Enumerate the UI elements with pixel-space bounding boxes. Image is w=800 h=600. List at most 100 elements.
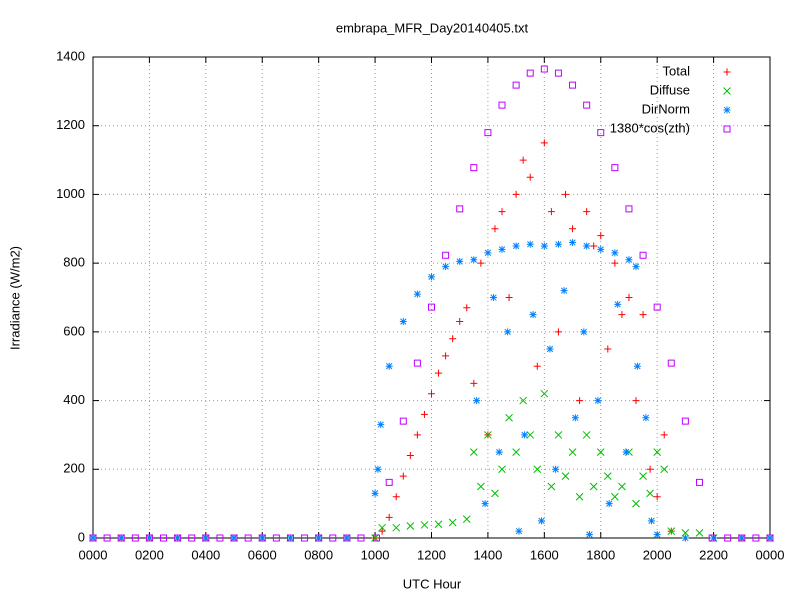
point bbox=[540, 242, 548, 250]
point bbox=[103, 534, 111, 542]
point bbox=[117, 534, 125, 542]
x-tick-label: 1400 bbox=[473, 547, 502, 562]
point bbox=[378, 523, 386, 532]
point bbox=[738, 534, 746, 542]
point bbox=[512, 242, 520, 250]
point bbox=[372, 534, 380, 542]
point bbox=[583, 101, 591, 109]
point bbox=[371, 534, 379, 542]
point bbox=[512, 448, 520, 456]
point bbox=[526, 240, 534, 248]
point bbox=[519, 396, 528, 405]
point bbox=[456, 318, 464, 326]
point bbox=[708, 534, 716, 542]
point bbox=[618, 482, 626, 491]
point bbox=[490, 294, 498, 301]
y-tick-label: 1400 bbox=[56, 48, 85, 63]
point bbox=[491, 489, 499, 498]
point bbox=[625, 205, 633, 213]
point bbox=[470, 164, 478, 172]
point bbox=[576, 397, 584, 405]
point bbox=[230, 534, 238, 542]
point bbox=[385, 362, 393, 370]
point bbox=[505, 413, 513, 422]
point bbox=[498, 245, 506, 253]
point bbox=[477, 482, 485, 491]
point bbox=[597, 245, 605, 253]
point bbox=[533, 362, 541, 370]
point bbox=[470, 256, 478, 264]
point bbox=[505, 294, 513, 301]
chart-title: embrapa_MFR_Day20140405.txt bbox=[336, 20, 529, 35]
legend-marker bbox=[723, 87, 731, 95]
point bbox=[399, 417, 407, 425]
point bbox=[540, 139, 548, 147]
point bbox=[526, 431, 535, 439]
x-tick-label: 1800 bbox=[586, 547, 615, 562]
point bbox=[399, 472, 407, 480]
point bbox=[625, 256, 633, 264]
point bbox=[456, 257, 464, 265]
point bbox=[301, 534, 309, 542]
point bbox=[575, 492, 584, 501]
point bbox=[435, 369, 443, 377]
point bbox=[498, 208, 506, 216]
point bbox=[529, 311, 537, 319]
point bbox=[583, 208, 591, 216]
point bbox=[428, 303, 435, 311]
point bbox=[569, 81, 577, 89]
point bbox=[188, 534, 196, 542]
point bbox=[481, 500, 489, 508]
point bbox=[653, 531, 661, 539]
y-tick-label: 600 bbox=[63, 323, 85, 338]
point bbox=[618, 311, 626, 319]
point bbox=[611, 164, 619, 172]
point bbox=[484, 249, 492, 257]
point bbox=[413, 290, 421, 298]
point bbox=[442, 251, 450, 259]
point bbox=[374, 465, 382, 473]
point bbox=[597, 232, 605, 240]
point bbox=[258, 534, 266, 542]
y-tick-label: 1000 bbox=[56, 186, 85, 201]
point bbox=[428, 273, 435, 281]
point bbox=[392, 493, 400, 501]
y-tick-label: 1200 bbox=[56, 117, 85, 132]
point bbox=[377, 421, 385, 429]
point bbox=[519, 156, 527, 164]
point bbox=[392, 523, 401, 532]
point bbox=[646, 465, 654, 473]
point bbox=[590, 242, 598, 250]
point bbox=[639, 472, 647, 481]
point bbox=[571, 414, 579, 422]
point bbox=[766, 534, 774, 542]
x-tick-label: 0400 bbox=[191, 547, 220, 562]
point bbox=[546, 345, 554, 353]
point bbox=[160, 534, 168, 542]
point bbox=[456, 205, 464, 213]
point bbox=[484, 431, 492, 439]
point bbox=[174, 534, 182, 542]
point bbox=[632, 499, 640, 508]
x-tick-label: 0000 bbox=[79, 547, 108, 562]
point bbox=[554, 431, 563, 439]
point bbox=[625, 294, 633, 301]
point bbox=[413, 359, 421, 367]
y-tick-label: 200 bbox=[63, 461, 85, 476]
point bbox=[399, 318, 407, 326]
point bbox=[582, 431, 591, 439]
point bbox=[420, 410, 428, 418]
point bbox=[585, 531, 593, 539]
point bbox=[653, 303, 661, 311]
point bbox=[569, 225, 577, 233]
point bbox=[442, 352, 450, 360]
point bbox=[568, 448, 577, 456]
point bbox=[434, 520, 443, 529]
point bbox=[145, 534, 153, 542]
point bbox=[597, 129, 605, 137]
point bbox=[622, 448, 630, 456]
point bbox=[605, 500, 613, 508]
x-tick-label: 1600 bbox=[530, 547, 559, 562]
point bbox=[202, 534, 210, 542]
